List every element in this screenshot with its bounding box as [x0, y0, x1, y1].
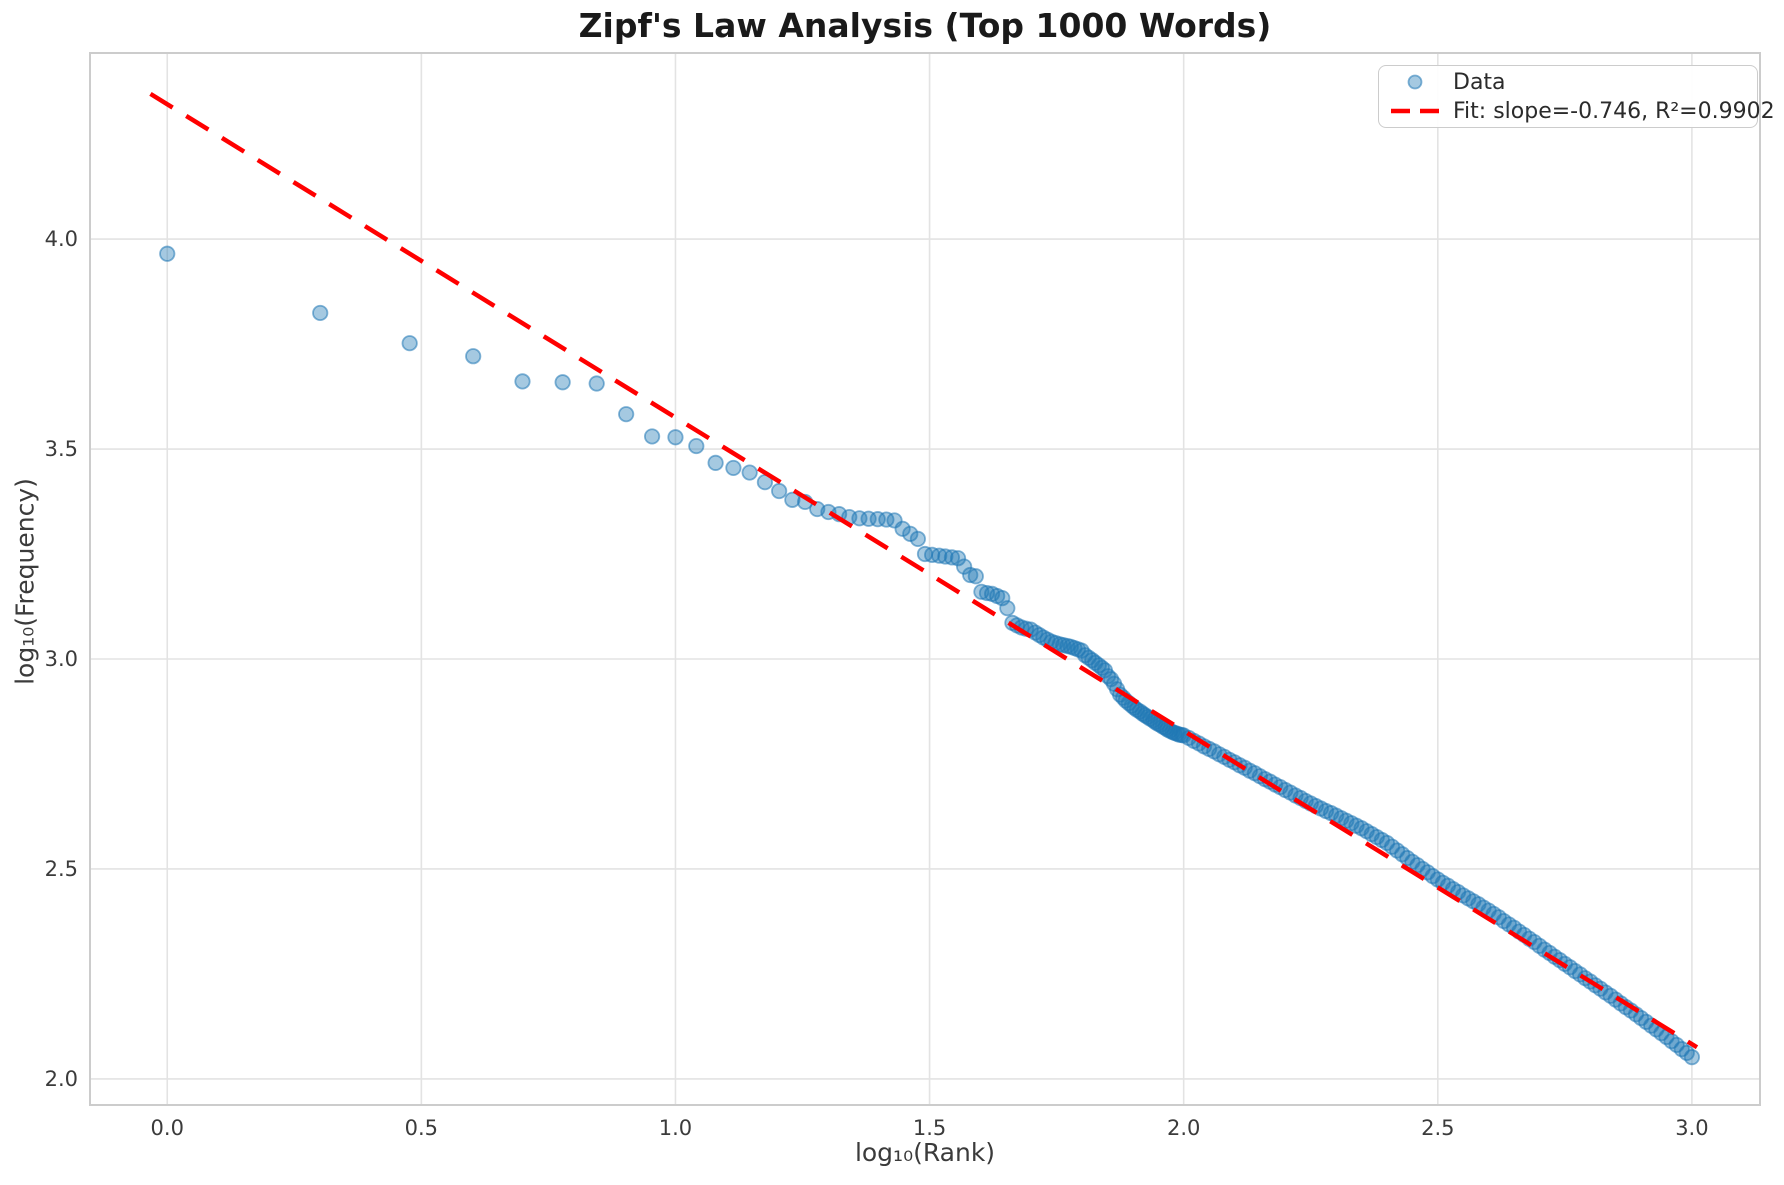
- data-point: [312, 304, 329, 322]
- data-point: [618, 406, 635, 423]
- scatter-marker-icon: [1389, 72, 1441, 92]
- x-tick-label: 2.5: [1421, 1116, 1454, 1140]
- x-tick-label: 1.5: [913, 1116, 946, 1140]
- legend-label-fit: Fit: slope=-0.746, R²=0.9902: [1453, 98, 1775, 124]
- x-tick-label: 1.0: [659, 1116, 692, 1140]
- legend: Data Fit: slope=-0.746, R²=0.9902: [1378, 65, 1775, 128]
- legend-row-fit: Fit: slope=-0.746, R²=0.9902: [1389, 99, 1775, 124]
- data-point: [909, 530, 926, 547]
- data-point: [688, 437, 705, 455]
- x-axis-label: log₁₀(Rank): [854, 1138, 996, 1167]
- data-point: [554, 374, 571, 391]
- legend-row-data: Data: [1389, 70, 1749, 95]
- y-tick-label: 3.5: [45, 437, 78, 461]
- y-tick-label: 2.0: [45, 1067, 78, 1091]
- plot-border: [89, 52, 1761, 1106]
- data-point: [465, 348, 482, 365]
- y-tick-label: 2.5: [45, 857, 78, 881]
- data-point: [643, 428, 661, 445]
- data-point: [588, 375, 605, 392]
- chart-title: Zipf's Law Analysis (Top 1000 Words): [578, 6, 1272, 45]
- dashed-line-icon: [1389, 101, 1441, 121]
- y-axis-label: log₁₀(Frequency): [10, 478, 40, 685]
- data-point: [741, 464, 758, 481]
- y-tick-label: 4.0: [45, 227, 78, 251]
- data-point: [1683, 1049, 1700, 1066]
- fit-line: [149, 91, 1699, 1050]
- data-point: [401, 335, 418, 352]
- legend-label-data: Data: [1453, 69, 1506, 95]
- data-point: [771, 482, 788, 500]
- data-point: [159, 245, 176, 262]
- data-point: [725, 459, 742, 477]
- x-tick-label: 3.0: [1675, 1116, 1708, 1140]
- data-point: [956, 558, 973, 575]
- data-point: [962, 566, 979, 584]
- data-point: [667, 429, 684, 446]
- x-tick-label: 0.0: [151, 1116, 184, 1140]
- data-point: [931, 547, 948, 564]
- data-point: [943, 549, 961, 566]
- x-tick-label: 2.0: [1167, 1116, 1200, 1140]
- data-point: [967, 568, 984, 585]
- data-point: [707, 454, 724, 471]
- y-tick-label: 3.0: [45, 647, 78, 671]
- data-point: [514, 373, 531, 390]
- data-point: [949, 550, 967, 567]
- data-point: [999, 600, 1016, 617]
- x-tick-label: 0.5: [405, 1116, 438, 1140]
- data-point: [784, 491, 801, 508]
